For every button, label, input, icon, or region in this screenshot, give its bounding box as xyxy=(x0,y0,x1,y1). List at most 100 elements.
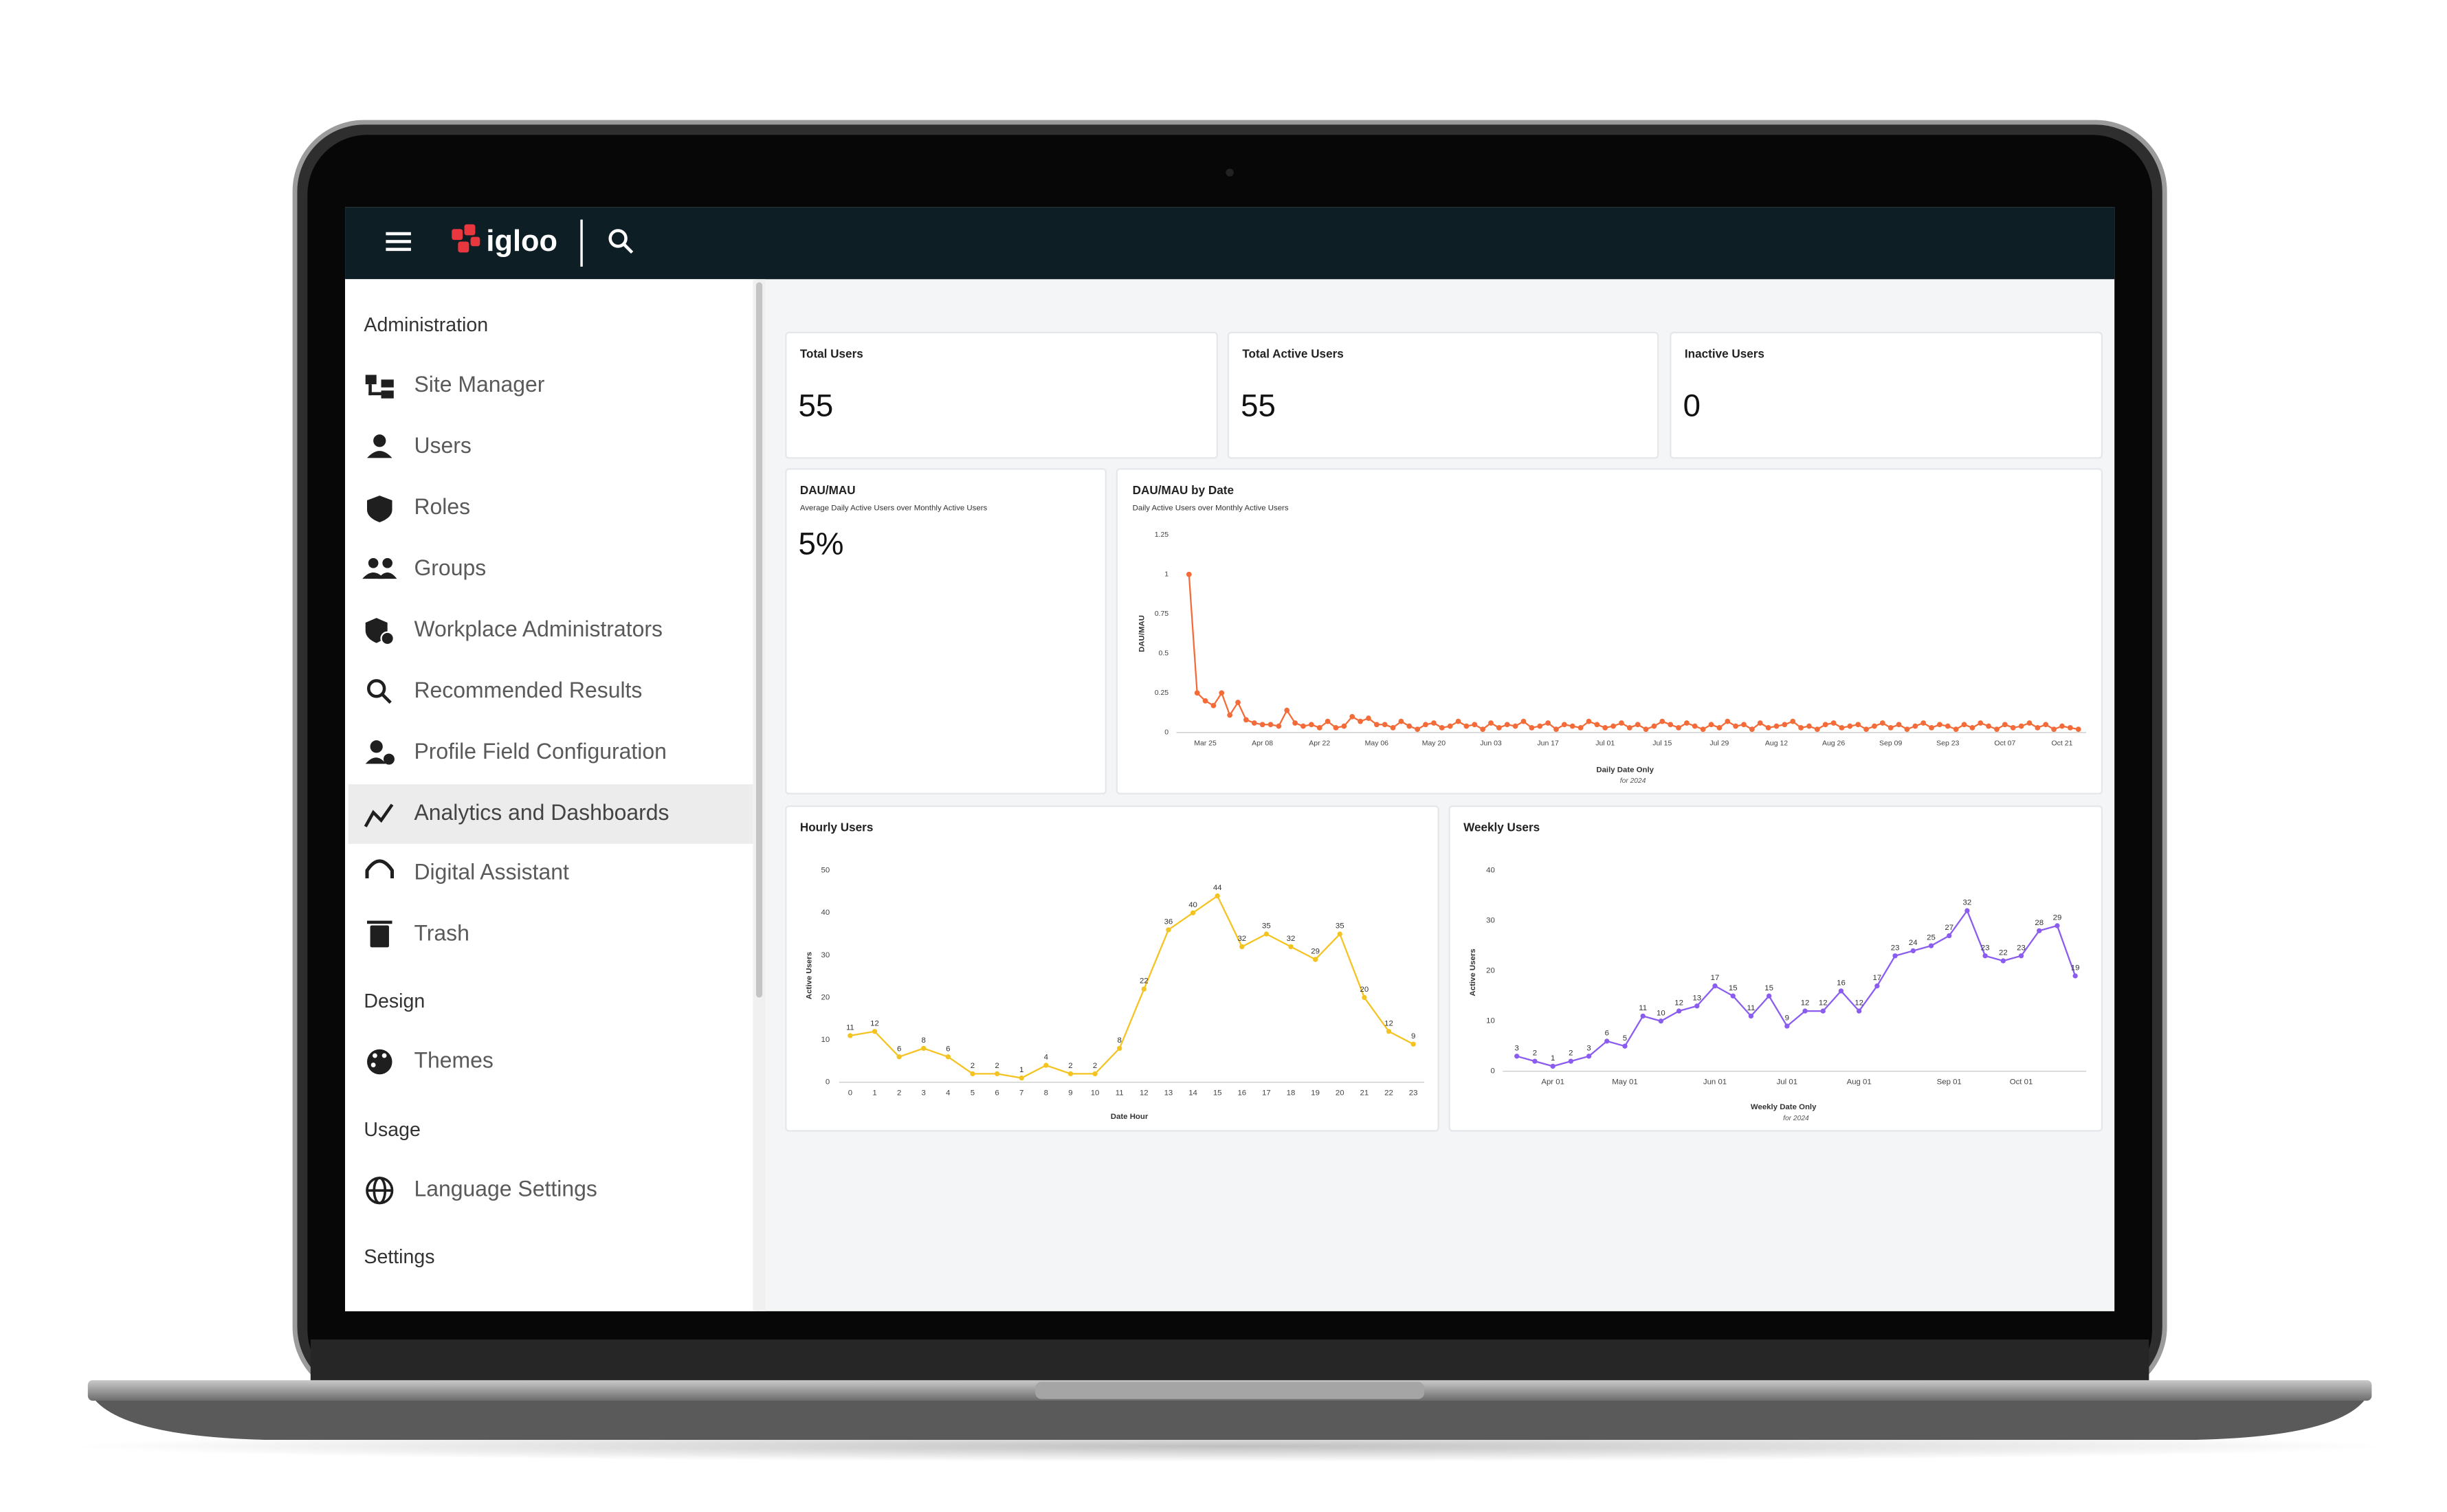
x-tick-label: Sep 01 xyxy=(1937,1078,1962,1087)
menu-button[interactable] xyxy=(386,232,411,252)
data-point xyxy=(2043,722,2049,728)
x-tick-label: Jul 15 xyxy=(1652,740,1672,748)
data-point xyxy=(1806,723,1812,729)
data-point xyxy=(1267,722,1274,728)
data-label: 40 xyxy=(1188,901,1197,909)
x-tick-label: Mar 25 xyxy=(1194,740,1217,748)
data-point xyxy=(1529,724,1535,731)
data-label: 35 xyxy=(1262,922,1271,931)
nav-item[interactable]: Roles xyxy=(414,494,470,519)
x-tick-label: 12 xyxy=(1140,1089,1149,1098)
chart-subtitle: Daily Active Users over Monthly Active U… xyxy=(1133,504,1289,512)
data-point xyxy=(1202,698,1208,704)
nav-item[interactable]: Workplace Administrators xyxy=(414,616,662,641)
y-tick-label: 10 xyxy=(1486,1017,1495,1025)
data-label: 2 xyxy=(1093,1062,1097,1070)
data-point xyxy=(1284,707,1290,713)
data-point xyxy=(1640,1013,1646,1019)
data-label: 24 xyxy=(1909,939,1918,947)
data-point xyxy=(1857,1008,1862,1014)
data-point xyxy=(1537,723,1543,729)
nav-item[interactable]: Users xyxy=(414,433,471,458)
data-point xyxy=(2055,923,2060,929)
section-title: Settings xyxy=(364,1246,434,1268)
y-tick-label: 0 xyxy=(826,1078,830,1087)
data-label: 12 xyxy=(1854,999,1863,1008)
data-point xyxy=(1619,720,1624,726)
data-point xyxy=(1550,1063,1555,1069)
data-point xyxy=(1986,723,1992,729)
data-point xyxy=(1504,722,1510,728)
data-label: 5 xyxy=(1623,1034,1627,1043)
data-point xyxy=(1325,718,1331,724)
data-point xyxy=(1577,724,1584,731)
data-point xyxy=(1969,724,1975,731)
data-point xyxy=(1953,726,1959,733)
x-tick-label: Sep 23 xyxy=(1936,740,1959,748)
data-point xyxy=(1337,931,1342,937)
data-point xyxy=(1692,723,1698,729)
x-axis-label: Weekly Date Only xyxy=(1751,1103,1817,1111)
nav-item[interactable]: Analytics and Dashboards xyxy=(414,800,669,825)
data-point xyxy=(2037,928,2042,933)
data-label: 23 xyxy=(2017,944,2026,952)
data-point xyxy=(2000,958,2006,964)
data-point xyxy=(1694,1003,1700,1009)
scroll-thumb[interactable] xyxy=(755,282,763,998)
search-button[interactable] xyxy=(608,229,634,254)
data-label: 16 xyxy=(1837,979,1846,987)
data-point xyxy=(2067,724,2073,731)
data-point xyxy=(1308,722,1314,728)
nav-item[interactable]: Language Settings xyxy=(414,1177,597,1201)
data-point xyxy=(1814,726,1820,733)
nav-item[interactable]: Profile Field Configuration xyxy=(414,739,666,764)
data-label: 29 xyxy=(2053,914,2062,922)
cards xyxy=(785,331,2103,1132)
data-label: 11 xyxy=(1747,1004,1756,1012)
data-point xyxy=(2035,724,2041,731)
data-point xyxy=(1259,722,1265,728)
data-point xyxy=(1019,1075,1024,1081)
kpi-value: 55 xyxy=(799,388,834,423)
nav-item[interactable]: Site Manager xyxy=(414,372,544,397)
data-point xyxy=(1910,948,1916,954)
x-tick-label: 3 xyxy=(922,1089,926,1098)
data-point xyxy=(1333,724,1339,731)
x-tick-label: 0 xyxy=(848,1089,852,1098)
nav-item[interactable]: Groups xyxy=(414,555,486,580)
data-label: 29 xyxy=(1311,948,1320,956)
data-point xyxy=(1782,722,1788,728)
data-point xyxy=(1651,723,1657,729)
data-point xyxy=(1994,726,2000,733)
data-point xyxy=(1520,718,1527,724)
x-tick-label: 16 xyxy=(1237,1089,1246,1098)
x-axis-sublabel: for 2024 xyxy=(1620,777,1646,785)
data-point xyxy=(1610,723,1616,729)
data-point xyxy=(1215,893,1220,899)
data-label: 15 xyxy=(1729,984,1738,992)
nav-item[interactable]: Digital Assistant xyxy=(414,860,569,885)
data-point xyxy=(1725,718,1731,724)
data-point xyxy=(1447,723,1453,729)
nav-item[interactable]: Recommended Results xyxy=(414,678,642,702)
x-tick-label: Apr 01 xyxy=(1541,1078,1564,1087)
data-label: 12 xyxy=(1384,1019,1393,1027)
x-tick-label: 17 xyxy=(1262,1089,1271,1098)
nav-item[interactable]: Themes xyxy=(414,1047,493,1072)
logo-mark xyxy=(452,224,480,253)
kpi-value: 0 xyxy=(1683,388,1701,423)
data-label: 25 xyxy=(1927,934,1936,942)
data-point xyxy=(1658,1019,1664,1024)
x-axis-label: Date Hour xyxy=(1111,1113,1149,1121)
y-tick-label: 0.75 xyxy=(1155,610,1169,618)
data-point xyxy=(1626,724,1632,731)
y-tick-label: 1 xyxy=(1164,570,1169,578)
x-tick-label: 23 xyxy=(1409,1089,1418,1098)
data-point xyxy=(1117,1045,1122,1052)
data-point xyxy=(921,1045,927,1052)
data-label: 12 xyxy=(870,1019,879,1027)
x-tick-label: 7 xyxy=(1019,1089,1023,1098)
nav-item[interactable]: Trash xyxy=(414,921,469,946)
data-point xyxy=(1488,720,1494,726)
x-tick-label: 2 xyxy=(897,1089,901,1098)
